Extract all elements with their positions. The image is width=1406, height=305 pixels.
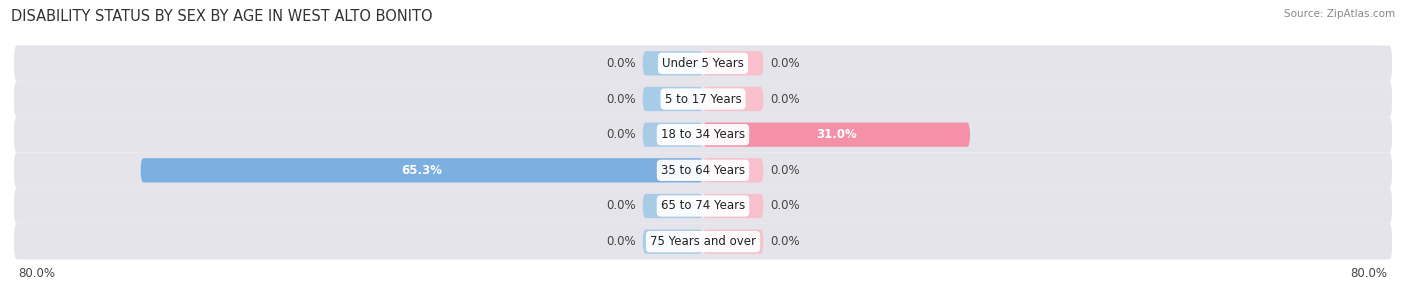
Text: 35 to 64 Years: 35 to 64 Years bbox=[661, 164, 745, 177]
FancyBboxPatch shape bbox=[14, 45, 1392, 81]
Text: Under 5 Years: Under 5 Years bbox=[662, 57, 744, 70]
Text: 0.0%: 0.0% bbox=[606, 235, 636, 248]
Text: 0.0%: 0.0% bbox=[770, 92, 800, 106]
FancyBboxPatch shape bbox=[14, 81, 1392, 117]
FancyBboxPatch shape bbox=[14, 188, 1392, 224]
Text: 65.3%: 65.3% bbox=[401, 164, 443, 177]
Text: Source: ZipAtlas.com: Source: ZipAtlas.com bbox=[1284, 9, 1395, 19]
Text: 18 to 34 Years: 18 to 34 Years bbox=[661, 128, 745, 141]
FancyBboxPatch shape bbox=[643, 230, 703, 254]
FancyBboxPatch shape bbox=[703, 123, 970, 147]
FancyBboxPatch shape bbox=[703, 87, 763, 111]
Text: 0.0%: 0.0% bbox=[770, 199, 800, 213]
Text: 31.0%: 31.0% bbox=[815, 128, 856, 141]
Text: 0.0%: 0.0% bbox=[606, 92, 636, 106]
FancyBboxPatch shape bbox=[14, 224, 1392, 260]
Text: 0.0%: 0.0% bbox=[606, 199, 636, 213]
FancyBboxPatch shape bbox=[643, 87, 703, 111]
FancyBboxPatch shape bbox=[703, 194, 763, 218]
Text: DISABILITY STATUS BY SEX BY AGE IN WEST ALTO BONITO: DISABILITY STATUS BY SEX BY AGE IN WEST … bbox=[11, 9, 433, 24]
Text: 0.0%: 0.0% bbox=[606, 57, 636, 70]
Text: 0.0%: 0.0% bbox=[770, 164, 800, 177]
Text: 65 to 74 Years: 65 to 74 Years bbox=[661, 199, 745, 213]
FancyBboxPatch shape bbox=[703, 230, 763, 254]
FancyBboxPatch shape bbox=[643, 51, 703, 75]
Text: 0.0%: 0.0% bbox=[606, 128, 636, 141]
Text: 80.0%: 80.0% bbox=[18, 267, 55, 280]
FancyBboxPatch shape bbox=[643, 194, 703, 218]
FancyBboxPatch shape bbox=[14, 117, 1392, 152]
FancyBboxPatch shape bbox=[703, 51, 763, 75]
Text: 80.0%: 80.0% bbox=[1351, 267, 1388, 280]
Text: 5 to 17 Years: 5 to 17 Years bbox=[665, 92, 741, 106]
Text: 0.0%: 0.0% bbox=[770, 57, 800, 70]
FancyBboxPatch shape bbox=[14, 152, 1392, 188]
FancyBboxPatch shape bbox=[141, 158, 703, 182]
FancyBboxPatch shape bbox=[643, 123, 703, 147]
Text: 0.0%: 0.0% bbox=[770, 235, 800, 248]
FancyBboxPatch shape bbox=[703, 158, 763, 182]
Text: 75 Years and over: 75 Years and over bbox=[650, 235, 756, 248]
